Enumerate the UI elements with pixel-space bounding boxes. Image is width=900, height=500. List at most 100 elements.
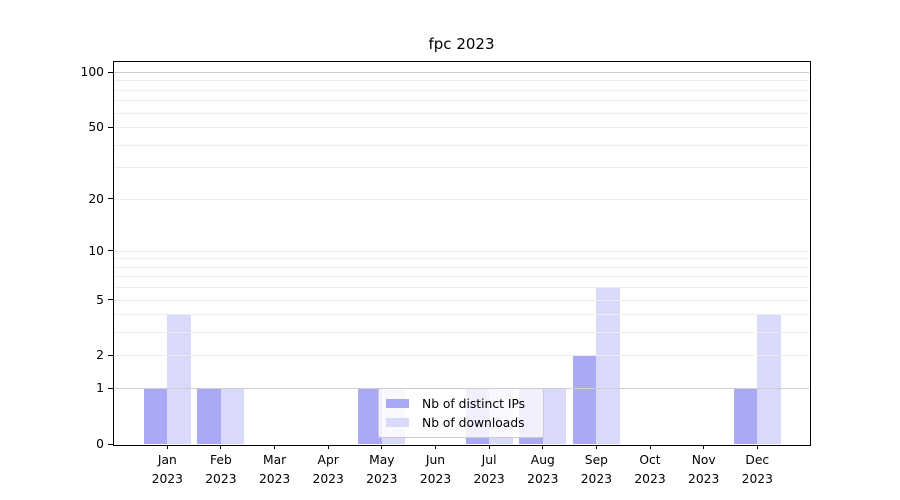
y-tick-mark (108, 299, 113, 301)
gridline (114, 332, 809, 334)
year-label: 2023 (366, 472, 398, 486)
bar-distinct-ips-may (358, 388, 382, 444)
bar-downloads-sep (596, 287, 620, 444)
x-tick-label: Apr 2023 (300, 451, 356, 489)
gridline (114, 258, 809, 260)
x-tick-mark (435, 445, 436, 449)
x-tick-label: Sep 2023 (568, 451, 624, 489)
y-tick-label: 2 (96, 348, 104, 363)
year-label: 2023 (580, 472, 613, 486)
bar-distinct-ips-feb (197, 388, 221, 444)
y-tick-label: 5 (96, 292, 104, 307)
month-label: Jul (481, 453, 497, 467)
gridline (114, 287, 809, 289)
x-tick-label: Jan 2023 (139, 451, 195, 489)
year-label: 2023 (312, 472, 344, 486)
month-label: Jun (425, 453, 446, 467)
y-tick-mark (108, 443, 113, 445)
x-tick-label: Dec 2023 (729, 451, 785, 489)
y-tick-label: 10 (88, 243, 104, 258)
chart-title: fpc 2023 (428, 35, 495, 53)
year-label: 2023 (527, 472, 559, 486)
x-tick-mark (703, 445, 705, 449)
y-tick-mark (108, 71, 113, 73)
year-label: 2023 (473, 472, 505, 486)
bar-distinct-ips-jan (143, 388, 168, 444)
y-tick-mark (108, 387, 113, 389)
year-label: 2023 (258, 472, 291, 486)
month-label: Mar (262, 453, 287, 467)
y-tick-label: 100 (80, 65, 104, 79)
legend-swatch-distinct-ips (386, 399, 409, 408)
gridline (114, 250, 809, 252)
x-tick-mark (756, 445, 758, 449)
legend: Nb of distinct IPs Nb of downloads (378, 388, 544, 438)
x-tick-label: Jul 2023 (461, 451, 517, 489)
y-tick-label: 0 (96, 437, 104, 451)
gridline (114, 72, 809, 73)
bar-distinct-ips-dec (733, 388, 758, 444)
bar-downloads-jan (167, 314, 191, 444)
gridline (114, 355, 809, 357)
gridline (114, 100, 809, 102)
year-label: 2023 (688, 472, 720, 486)
y-tick-mark (108, 250, 113, 252)
year-label: 2023 (634, 472, 666, 486)
gridline (114, 80, 809, 82)
month-label: Dec (745, 453, 770, 467)
gridline (114, 144, 809, 146)
x-tick-mark (542, 445, 544, 449)
gridline (114, 167, 809, 169)
gridline (114, 266, 809, 268)
month-label: May (369, 453, 395, 467)
x-tick-mark (166, 445, 168, 449)
gridline (114, 89, 809, 91)
x-tick-mark (488, 445, 490, 449)
x-tick-label: Feb 2023 (193, 451, 249, 489)
bar-downloads-feb (220, 388, 245, 444)
x-tick-mark (220, 445, 222, 449)
year-label: 2023 (205, 472, 237, 486)
year-label: 2023 (151, 472, 183, 486)
x-tick-label: Oct 2023 (622, 451, 678, 489)
x-tick-label: Jun 2023 (408, 451, 464, 489)
gridline (114, 127, 809, 129)
x-tick-mark (595, 445, 597, 449)
gridline (114, 314, 809, 316)
legend-item-downloads: Nb of downloads (379, 413, 543, 432)
x-tick-mark (327, 445, 329, 449)
year-label: 2023 (741, 472, 773, 486)
gridline (114, 198, 809, 200)
bar-downloads-aug (542, 388, 567, 444)
year-label: 2023 (419, 472, 452, 486)
legend-item-distinct-ips: Nb of distinct IPs (379, 394, 543, 413)
y-tick-mark (108, 198, 113, 200)
month-label: Jan (157, 453, 177, 467)
gridline (114, 299, 809, 301)
y-tick-mark (108, 354, 113, 356)
month-label: Sep (584, 453, 608, 467)
y-tick-label: 50 (88, 120, 104, 135)
month-label: Nov (691, 453, 716, 467)
x-tick-mark (274, 445, 276, 449)
gridline (114, 276, 809, 278)
month-label: Feb (210, 453, 232, 467)
month-label: Oct (639, 453, 661, 467)
y-tick-mark (108, 126, 113, 128)
bar-distinct-ips-sep (572, 355, 597, 444)
x-tick-label: Mar 2023 (247, 451, 303, 489)
x-tick-label: Aug 2023 (515, 451, 571, 489)
x-tick-mark (649, 445, 651, 449)
legend-label-distinct-ips: Nb of distinct IPs (422, 396, 526, 411)
x-tick-label: May 2023 (354, 451, 410, 489)
y-tick-label: 20 (88, 191, 104, 206)
bar-downloads-dec (757, 314, 781, 444)
legend-label-downloads: Nb of downloads (422, 415, 525, 430)
x-tick-label: Nov 2023 (676, 451, 732, 489)
month-label: Aug (530, 453, 555, 467)
legend-swatch-downloads (386, 418, 409, 427)
y-tick-label: 1 (96, 381, 104, 396)
month-label: Apr (317, 453, 339, 467)
gridline (114, 112, 809, 114)
